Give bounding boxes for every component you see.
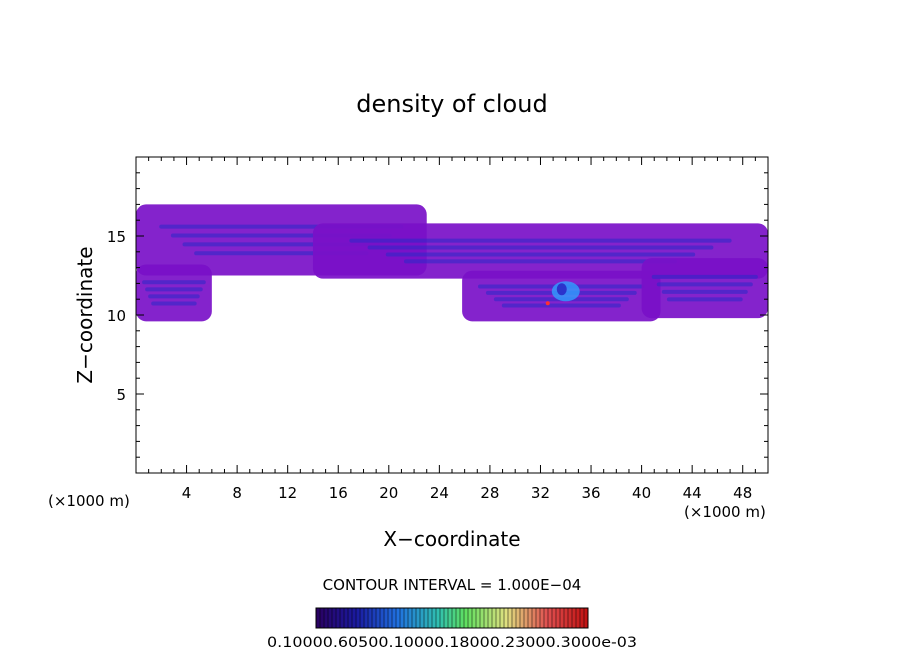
cloud-region-fill	[641, 258, 768, 319]
x-tick-label: 12	[278, 484, 297, 502]
cloud-band	[148, 294, 200, 299]
cloud-band	[142, 280, 206, 285]
x-tick-label: 20	[379, 484, 398, 502]
cloud-band	[145, 287, 203, 292]
chart-title: density of cloud	[356, 90, 547, 118]
y-tick-label: 5	[116, 386, 126, 404]
x-unit-left: (×1000 m)	[48, 492, 130, 510]
x-axis-label: X−coordinate	[383, 527, 520, 551]
x-tick-label: 16	[329, 484, 348, 502]
cloud-region	[136, 264, 212, 322]
contour-interval: CONTOUR INTERVAL = 1.000E−04	[323, 576, 582, 594]
cloud-band	[666, 297, 743, 302]
cloud-band	[403, 259, 677, 264]
cloud-band	[367, 245, 714, 250]
x-tick-label: 32	[531, 484, 550, 502]
colorbar	[315, 607, 589, 629]
x-unit-right: (×1000 m)	[684, 503, 766, 521]
y-tick-label: 10	[107, 307, 126, 325]
x-tick-label: 44	[683, 484, 702, 502]
cloud-band	[385, 252, 696, 257]
x-axis: 4 8 12 16 20 24 28 32 36 40 44 48	[148, 157, 756, 502]
plot-area	[136, 204, 768, 322]
x-tick-label: 40	[632, 484, 651, 502]
x-tick-label: 28	[480, 484, 499, 502]
cloud-band	[501, 303, 621, 308]
x-tick-label: 24	[430, 484, 449, 502]
x-tick-label: 36	[581, 484, 600, 502]
cloud-band	[151, 301, 197, 306]
x-tick-label: 8	[232, 484, 242, 502]
cloud-band	[349, 238, 732, 243]
cloud-region	[641, 258, 768, 319]
x-tick-label: 4	[182, 484, 192, 502]
density-peak-max	[545, 301, 550, 306]
density-peak-core	[556, 283, 567, 296]
cloud-band	[651, 274, 758, 279]
y-axis-label: Z−coordinate	[73, 246, 97, 383]
y-tick-label: 15	[107, 228, 126, 246]
colorbar-labels: 0.10000.60500.10000.18000.23000.3000e-03	[267, 635, 637, 651]
x-tick-label: 48	[733, 484, 752, 502]
cloud-band	[656, 282, 753, 287]
cloud-region-fill	[136, 264, 212, 322]
y-axis: 5 10 15	[107, 172, 768, 458]
cloud-band	[661, 289, 748, 294]
